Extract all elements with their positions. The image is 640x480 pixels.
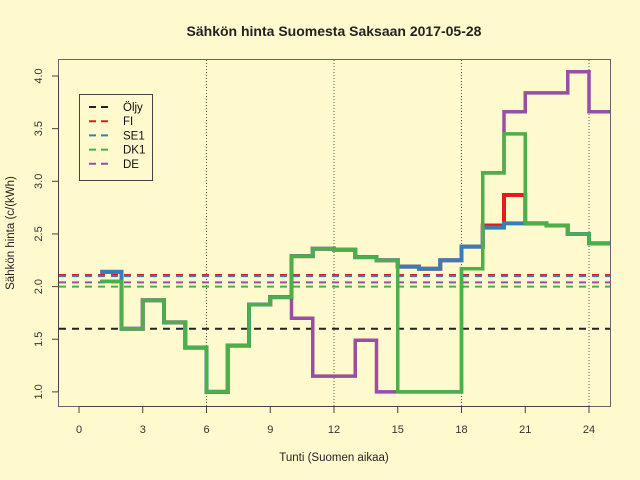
legend-label: SE1 <box>123 130 145 142</box>
x-tick-label: 15 <box>392 424 404 436</box>
y-tick-label: 3.5 <box>33 121 45 136</box>
legend-label: Öljy <box>123 102 143 114</box>
legend-label: FI <box>123 116 133 128</box>
plot-area <box>58 59 611 407</box>
chart-title: Sähkön hinta Suomesta Saksaan 2017-05-28 <box>187 23 482 39</box>
x-axis-label: Tunti (Suomen aikaa) <box>279 452 389 464</box>
y-tick-label: 2.5 <box>33 226 45 241</box>
y-tick-label: 3.0 <box>33 174 45 189</box>
average-lines <box>59 274 610 330</box>
x-axis: 0 3 6 9 12 15 18 21 24 <box>76 406 595 436</box>
x-tick-label: 12 <box>328 424 340 436</box>
series-de <box>100 70 610 394</box>
x-tick-label: 24 <box>583 424 595 436</box>
series-dk1 <box>100 132 610 394</box>
y-axis: 1.0 1.5 2.0 2.5 3.0 3.5 4.0 <box>33 68 59 400</box>
legend-box <box>79 94 153 181</box>
legend: Öljy FI SE1 DK1 DE <box>79 94 153 181</box>
price-series <box>100 70 610 394</box>
x-tick-label: 18 <box>455 424 467 436</box>
x-tick-label: 0 <box>76 424 82 436</box>
y-tick-label: 1.5 <box>33 332 45 347</box>
legend-label: DE <box>123 159 139 171</box>
x-tick-label: 3 <box>140 424 146 436</box>
y-tick-label: 4.0 <box>33 68 45 83</box>
x-tick-label: 9 <box>267 424 273 436</box>
y-axis-label: Sähkön hinta (c/(kWh) <box>5 176 17 290</box>
x-tick-label: 6 <box>203 424 209 436</box>
y-tick-label: 1.0 <box>33 384 45 399</box>
y-tick-label: 2.0 <box>33 279 45 294</box>
x-tick-label: 21 <box>519 424 531 436</box>
legend-label: DK1 <box>123 145 145 157</box>
